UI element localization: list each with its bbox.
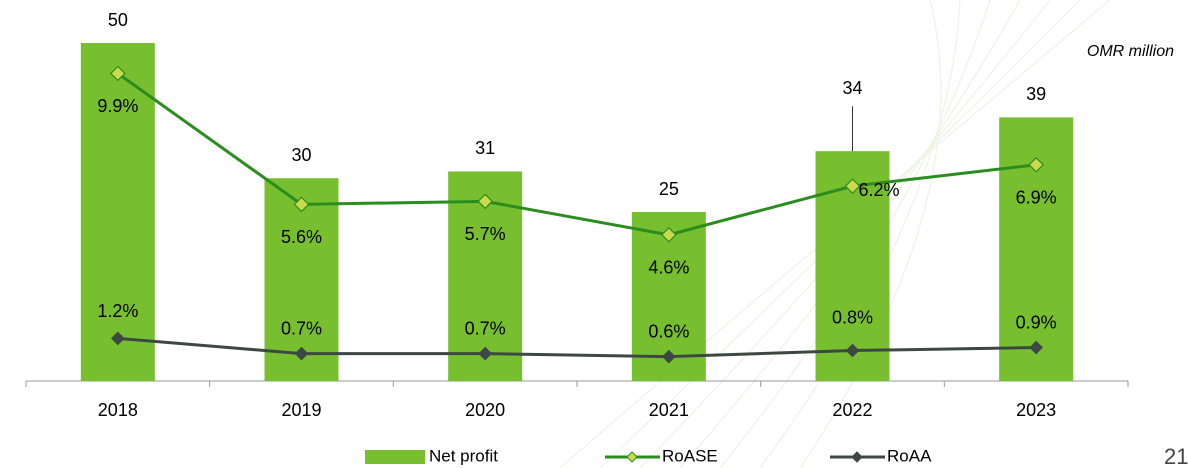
line-value-label: 5.7% xyxy=(465,224,506,244)
x-tick-label: 2019 xyxy=(281,400,321,420)
line-value-label: 0.9% xyxy=(1016,312,1057,332)
unit-annotation: OMR million xyxy=(1087,43,1174,60)
line-marker xyxy=(1028,156,1045,173)
legend-label: RoAA xyxy=(887,446,932,465)
line-marker xyxy=(293,196,310,213)
line-value-label: 0.7% xyxy=(281,318,322,338)
line-marker xyxy=(294,346,309,361)
line-marker xyxy=(477,193,494,210)
legend-marker xyxy=(851,451,863,463)
line-marker xyxy=(661,349,676,364)
line-value-label: 5.6% xyxy=(281,227,322,247)
x-tick-label: 2021 xyxy=(649,400,689,420)
bar xyxy=(80,43,155,381)
line-value-label: 6.9% xyxy=(1016,188,1057,208)
bar-value-label: 31 xyxy=(475,138,495,158)
line-marker xyxy=(844,178,861,194)
x-tick-label: 2020 xyxy=(465,400,505,420)
bar-value-label: 39 xyxy=(1026,84,1046,104)
legend-label: RoASE xyxy=(662,446,718,465)
line xyxy=(116,72,1037,237)
x-tick-label: 2018 xyxy=(98,400,138,420)
line-value-label: 9.9% xyxy=(97,96,138,116)
bar-value-label: 25 xyxy=(659,179,679,199)
line-marker xyxy=(1029,340,1044,355)
bar-value-label: 34 xyxy=(842,78,862,98)
line-marker xyxy=(845,343,860,358)
line-value-label: 6.2% xyxy=(859,180,900,200)
line-marker xyxy=(109,65,126,82)
line-value-label: 0.7% xyxy=(465,318,506,338)
line-value-label: 1.2% xyxy=(97,301,138,321)
legend-label: Net profit xyxy=(429,446,498,465)
legend-marker xyxy=(626,451,638,463)
line-value-label: 0.6% xyxy=(648,321,689,341)
page-number: 21 xyxy=(1164,444,1188,468)
line-marker xyxy=(110,331,125,346)
legend-swatch xyxy=(365,450,425,464)
line-marker xyxy=(478,346,493,361)
line xyxy=(117,336,1037,359)
x-tick-label: 2023 xyxy=(1016,400,1056,420)
bar-value-label: 30 xyxy=(291,145,311,165)
line-value-label: 0.8% xyxy=(832,307,873,327)
bar-value-label: 50 xyxy=(108,10,128,30)
line-value-label: 4.6% xyxy=(648,258,689,278)
line-marker xyxy=(660,226,677,243)
x-tick-label: 2022 xyxy=(832,400,872,420)
